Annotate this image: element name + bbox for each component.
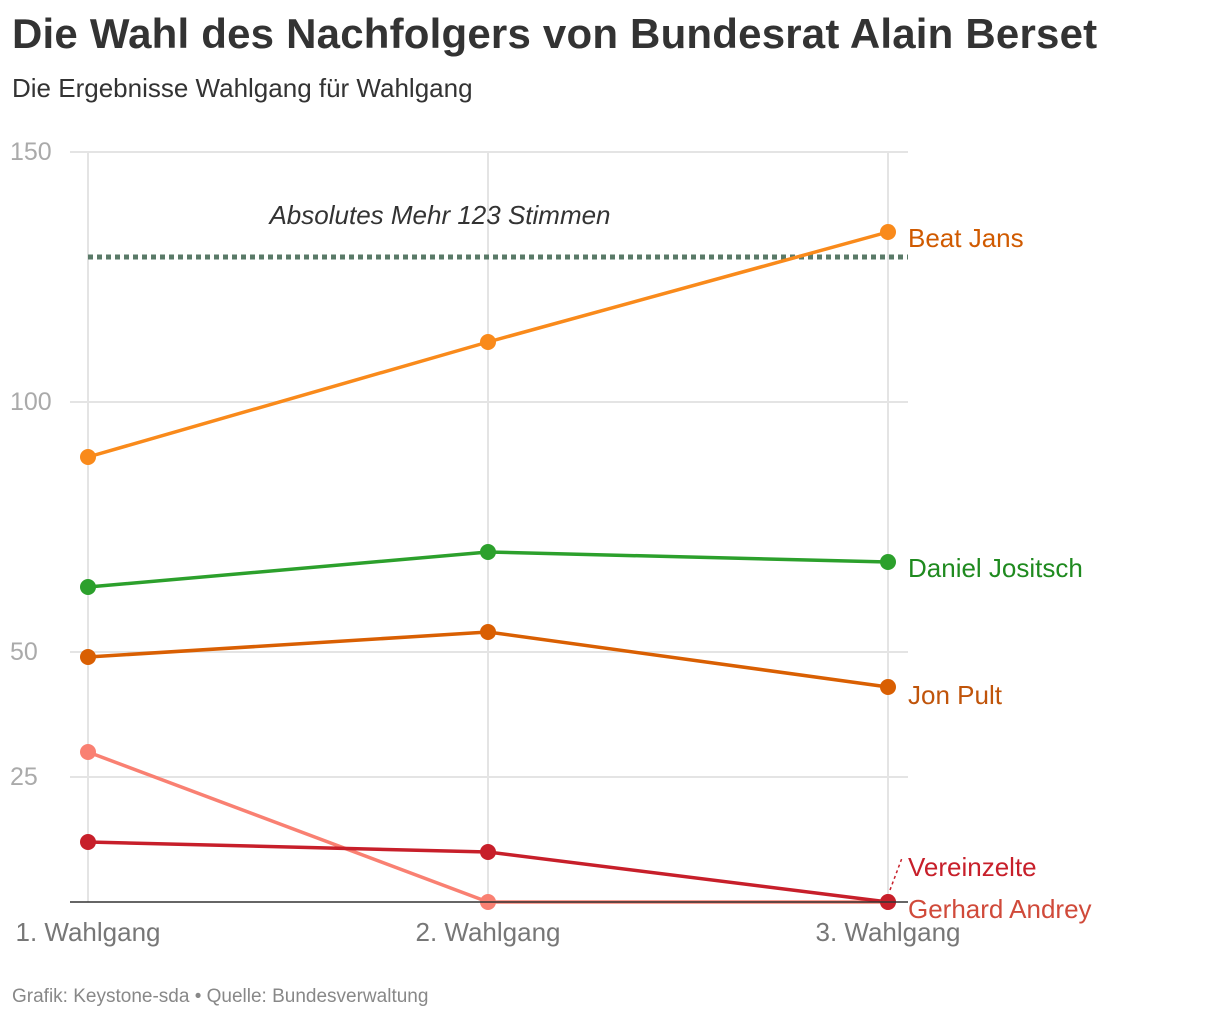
x-tick-label: 1. Wahlgang (15, 917, 160, 947)
series-label-vereinzelte: Vereinzelte (908, 852, 1037, 882)
y-tick-label: 100 (10, 388, 52, 416)
x-tick-label: 2. Wahlgang (415, 917, 560, 947)
point-vereinzelte-1 (80, 834, 96, 850)
series-label-beat-jans: Beat Jans (908, 223, 1024, 253)
point-beat-jans-2 (480, 334, 496, 350)
chart-title: Die Wahl des Nachfolgers von Bundesrat A… (12, 10, 1098, 57)
point-jon-pult-3 (880, 679, 896, 695)
y-tick-label: 25 (10, 763, 38, 791)
point-daniel-jositsch-2 (480, 544, 496, 560)
point-jon-pult-2 (480, 624, 496, 640)
x-tick-label: 3. Wahlgang (815, 917, 960, 947)
point-vereinzelte-2 (480, 844, 496, 860)
vereinzelte-leader-line (889, 857, 903, 891)
point-beat-jans-1 (80, 449, 96, 465)
grid-layer (70, 151, 908, 902)
majority-annotation: Absolutes Mehr 123 Stimmen (267, 200, 610, 230)
chart-subtitle: Die Ergebnisse Wahlgang für Wahlgang (12, 73, 473, 103)
point-daniel-jositsch-1 (80, 579, 96, 595)
y-tick-label: 50 (10, 638, 38, 666)
series-label-daniel-jositsch: Daniel Jositsch (908, 553, 1083, 583)
point-jon-pult-1 (80, 649, 96, 665)
axis-layer: 25 50 100 150 1. Wahlgang 2. Wahlgang 3. Wahlg… (10, 138, 961, 947)
y-tick-label: 150 (10, 138, 52, 166)
series-labels: Beat Jans Daniel Jositsch Jon Pult Gerhard … (889, 223, 1092, 924)
point-gerhard-andrey-1 (80, 744, 96, 760)
series-points (80, 224, 896, 910)
point-daniel-jositsch-3 (880, 554, 896, 570)
series-label-gerhard-andrey: Gerhard Andrey (908, 894, 1092, 924)
point-beat-jans-3 (880, 224, 896, 240)
chart-source: Grafik: Keystone-sda • Quelle: Bundesver… (12, 986, 429, 1007)
series-label-jon-pult: Jon Pult (908, 680, 1003, 710)
reference-layer: Absolutes Mehr 123 Stimmen (88, 200, 908, 260)
